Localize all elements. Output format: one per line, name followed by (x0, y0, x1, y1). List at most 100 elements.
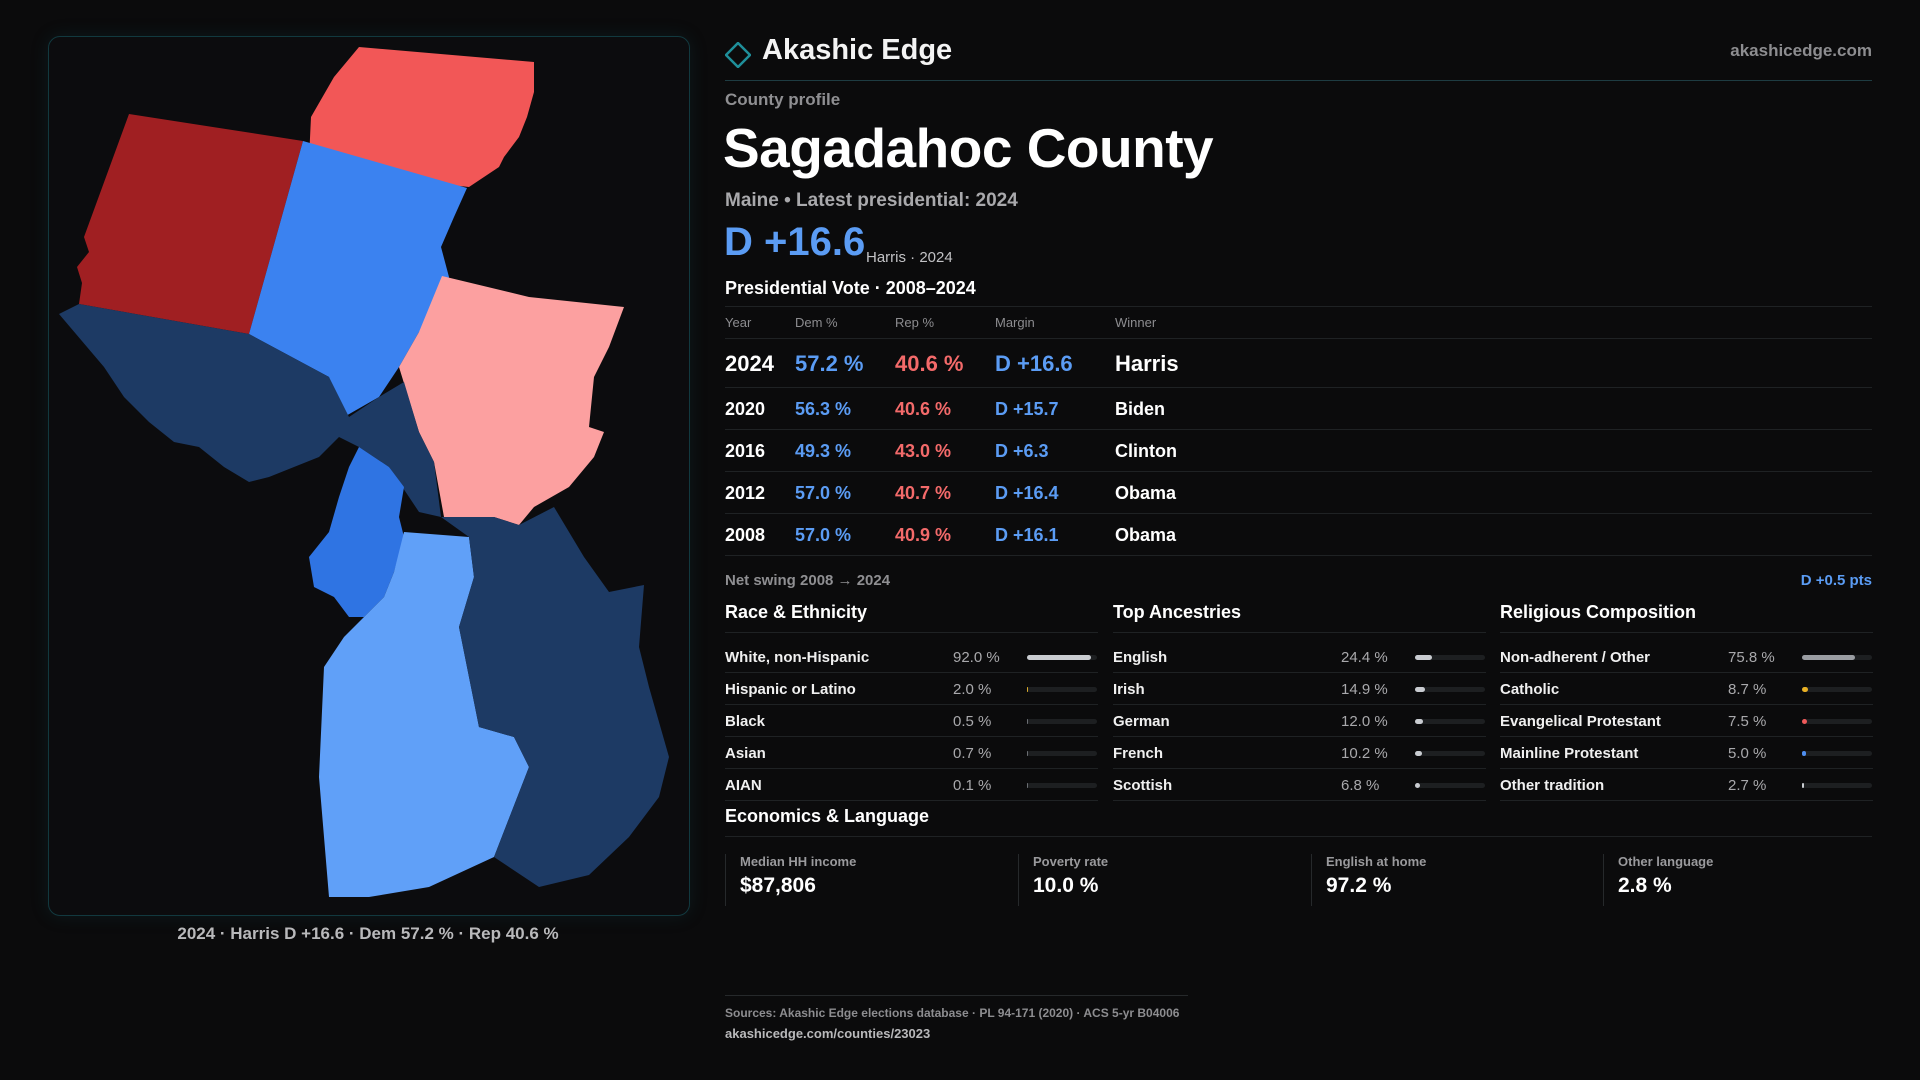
col-header-margin: Margin (995, 315, 1035, 330)
item-value: 92.0 % (953, 649, 1000, 666)
cell-rep: 40.6 % (895, 399, 952, 419)
table-row: 2020 56.3 % 40.6 % D +15.7 Biden (725, 388, 1872, 430)
item-bar (1027, 751, 1097, 756)
item-value: 75.8 % (1728, 649, 1775, 666)
econ-label: Median HH income (740, 854, 857, 869)
cell-dem: 56.3 % (795, 399, 852, 419)
econ-value: 10.0 % (1033, 874, 1099, 897)
footer-url-link[interactable]: akashicedge.com/counties/23023 (725, 1026, 931, 1041)
item-value: 12.0 % (1341, 713, 1388, 730)
net-swing-value: D +0.5 pts (1800, 572, 1872, 589)
cell-margin: D +16.6 (995, 351, 1073, 376)
cell-margin: D +6.3 (995, 441, 1049, 461)
map-caption: 2024 · Harris D +16.6 · Dem 57.2 % · Rep… (177, 924, 559, 943)
item-value: 6.8 % (1341, 777, 1380, 794)
item-bar (1027, 687, 1097, 692)
econ-value: 2.8 % (1618, 874, 1672, 897)
col-header-rep: Rep % (895, 315, 935, 330)
item-bar-fill (1027, 719, 1029, 724)
headline-margin: D +16.6 (724, 220, 866, 264)
item-bar (1802, 719, 1872, 724)
item-bar-fill (1027, 687, 1029, 692)
cell-rep: 40.7 % (895, 483, 952, 503)
county-map (59, 47, 669, 897)
cell-winner: Clinton (1115, 441, 1177, 461)
econ-label: Other language (1618, 854, 1714, 869)
econ-label: Poverty rate (1033, 854, 1109, 869)
item-bar (1027, 719, 1097, 724)
item-value: 0.5 % (953, 713, 992, 730)
econ-english-at-home: English at home 97.2 % (1311, 854, 1426, 906)
item-bar-fill (1027, 751, 1029, 756)
table-row: 2012 57.0 % 40.7 % D +16.4 Obama (725, 472, 1872, 514)
map-region-east[interactable] (399, 276, 624, 525)
list-item: Other tradition 2.7 % (1500, 769, 1873, 801)
race-ethnicity-section: Race & Ethnicity White, non-Hispanic 92.0… (725, 602, 1098, 801)
net-swing-row: Net swing 2008 → 2024 D +0.5 pts (725, 572, 1872, 589)
item-bar-fill (1415, 751, 1423, 756)
map-region-north[interactable] (309, 47, 534, 187)
item-label: AIAN (725, 777, 762, 794)
map-region-southeast[interactable] (441, 507, 669, 887)
item-bar-fill (1415, 719, 1424, 724)
item-label: French (1113, 745, 1164, 762)
list-item: AIAN 0.1 % (725, 769, 1098, 801)
map-region-southwest[interactable] (319, 532, 529, 897)
item-bar (1802, 783, 1872, 788)
cell-rep: 40.9 % (895, 525, 952, 545)
brand-header: Akashic Edge akashicedge.com (725, 30, 1872, 81)
footer-sources: Sources: Akashic Edge elections database… (725, 1006, 1180, 1020)
map-region-southcentral[interactable] (309, 447, 404, 617)
econ-median-income: Median HH income $87,806 (725, 854, 856, 906)
table-row: 2008 57.0 % 40.9 % D +16.1 Obama (725, 514, 1872, 556)
table-row: 2016 49.3 % 43.0 % D +6.3 Clinton (725, 430, 1872, 472)
map-region-central[interactable] (249, 141, 467, 417)
cell-year: 2016 (725, 441, 766, 461)
brand-url-link[interactable]: akashicedge.com (1730, 41, 1872, 60)
religion-title: Religious Composition (1500, 602, 1873, 633)
econ-value: $87,806 (740, 874, 816, 897)
item-bar-fill (1802, 783, 1804, 788)
item-bar (1027, 655, 1097, 660)
item-bar-fill (1802, 719, 1808, 724)
item-label: Catholic (1500, 681, 1560, 698)
item-label: Evangelical Protestant (1500, 713, 1661, 730)
item-bar-fill (1415, 687, 1426, 692)
brand-diamond-icon (725, 42, 751, 68)
map-region-west[interactable] (59, 304, 441, 517)
item-bar-fill (1415, 783, 1420, 788)
item-label: Mainline Protestant (1500, 745, 1639, 762)
list-item: Non-adherent / Other 75.8 % (1500, 641, 1873, 673)
item-bar (1415, 655, 1485, 660)
vote-table-header: Year Dem % Rep % Margin Winner (725, 306, 1872, 339)
item-value: 24.4 % (1341, 649, 1388, 666)
item-label: Irish (1113, 681, 1145, 698)
vote-table: Year Dem % Rep % Margin Winner 2024 57.2… (725, 306, 1872, 556)
item-value: 2.7 % (1728, 777, 1767, 794)
list-item: German 12.0 % (1113, 705, 1486, 737)
item-bar (1802, 687, 1872, 692)
net-swing-label: Net swing 2008 → 2024 (725, 572, 891, 589)
cell-year: 2020 (725, 399, 766, 419)
econ-label: English at home (1326, 854, 1427, 869)
item-value: 14.9 % (1341, 681, 1388, 698)
list-item: Hispanic or Latino 2.0 % (725, 673, 1098, 705)
list-item: Mainline Protestant 5.0 % (1500, 737, 1873, 769)
item-label: Other tradition (1500, 777, 1605, 794)
item-label: Black (725, 713, 766, 730)
county-subtitle: Maine • Latest presidential: 2024 (725, 190, 1018, 211)
list-item: Evangelical Protestant 7.5 % (1500, 705, 1873, 737)
map-region-northwest[interactable] (77, 114, 303, 334)
item-label: English (1113, 649, 1168, 666)
item-value: 5.0 % (1728, 745, 1767, 762)
cell-rep: 40.6 % (895, 351, 964, 376)
brand-name[interactable]: Akashic Edge (762, 34, 953, 66)
item-bar (1415, 719, 1485, 724)
cell-winner: Biden (1115, 399, 1166, 419)
economics-title: Economics & Language (725, 806, 1872, 837)
item-bar (1415, 751, 1485, 756)
religion-section: Religious Composition Non-adherent / Oth… (1500, 602, 1873, 801)
cell-winner: Obama (1115, 483, 1177, 503)
list-item: Irish 14.9 % (1113, 673, 1486, 705)
page-title: Sagadahoc County (723, 117, 1214, 179)
